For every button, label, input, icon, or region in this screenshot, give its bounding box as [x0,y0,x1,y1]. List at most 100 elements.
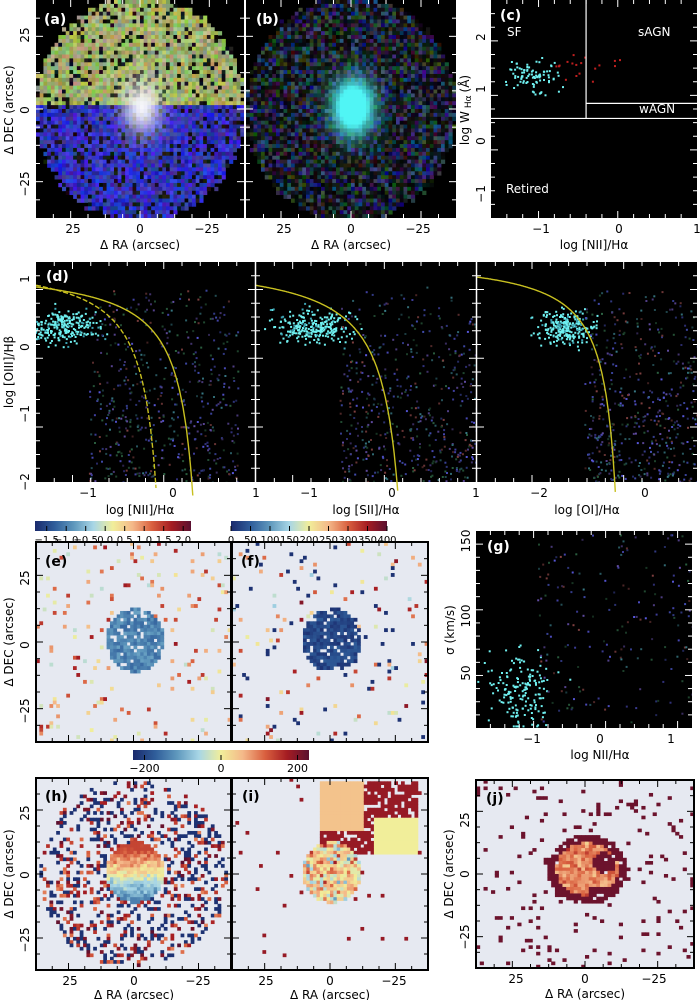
map-pixel [199,163,204,168]
map-pixel [381,73,386,79]
map-pixel [88,144,93,149]
map-pixel [140,167,145,172]
map-pixel [283,54,288,59]
map-pixel [125,93,130,98]
map-pixel [206,155,211,160]
map-pixel [343,66,348,71]
map-pixel [136,163,141,168]
map-pixel [313,97,318,102]
map-pixel [195,58,200,63]
map-pixel [339,85,344,90]
map-pixel [58,42,63,48]
map-pixel [339,214,344,218]
map-pixel [339,124,344,129]
map-pixel [80,35,85,40]
map-pixel [121,167,126,172]
map-pixel [399,70,404,75]
map-pixel [121,210,126,215]
map-pixel [99,198,104,203]
map-pixel [162,50,167,55]
map-pixel [336,206,341,211]
map-pixel [298,73,303,79]
map-pixel [199,27,204,32]
map-pixel [268,120,273,125]
map-pixel [99,186,104,192]
map-pixel [328,7,333,13]
map-pixel [143,73,148,79]
map-pixel [128,206,133,211]
map-pixel [283,50,288,55]
map-pixel [65,159,70,164]
map-pixel [169,89,174,94]
map-pixel [422,109,427,114]
map-pixel [143,77,148,83]
map-pixel [291,31,296,36]
map-pixel [91,147,96,153]
map-pixel [384,155,389,160]
map-pixel [426,144,431,149]
map-pixel [173,85,178,90]
map-pixel [321,182,326,188]
map-pixel [95,171,100,176]
map-pixel [39,93,44,98]
map-pixel [294,101,299,106]
map-pixel [91,31,96,36]
map-pixel [276,120,281,125]
map-pixel [69,155,74,160]
map-pixel [358,151,363,157]
map-pixel [143,206,148,211]
map-pixel [272,77,277,83]
map-pixel [62,101,67,106]
map-pixel [377,159,382,164]
map-pixel [128,15,133,20]
map-pixel [272,151,277,157]
map-pixel [199,89,204,94]
map-pixel [117,42,122,48]
map-pixel [221,151,226,157]
map-pixel [151,0,156,5]
map-pixel [140,7,145,13]
map-pixel [203,46,208,51]
map-pixel [321,35,326,40]
map-pixel [366,167,371,172]
map-pixel [336,54,341,59]
map-pixel [343,50,348,55]
map-pixel [279,144,284,149]
map-pixel [433,85,438,90]
map-pixel [162,171,167,176]
map-pixel [358,19,363,24]
map-pixel [403,58,408,63]
map-pixel [88,38,93,44]
map-pixel [214,179,219,184]
map-pixel [351,128,356,133]
map-pixel [283,167,288,172]
map-pixel [309,11,314,16]
map-pixel [195,190,200,196]
map-pixel [306,73,311,79]
map-pixel [384,151,389,157]
map-pixel [351,159,356,164]
map-pixel [195,140,200,145]
map-pixel [298,124,303,129]
map-pixel [321,62,326,67]
map-pixel [162,70,167,75]
map-pixel [169,23,174,28]
map-pixel [396,109,401,114]
map-pixel [381,93,386,98]
map-pixel [321,147,326,153]
map-pixel [132,23,137,28]
map-pixel [188,163,193,168]
map-pixel [80,93,85,98]
map-pixel [54,97,59,102]
map-pixel [132,109,137,114]
map-pixel [388,151,393,157]
map-pixel [143,101,148,106]
map-pixel [50,81,55,87]
map-pixel [253,73,258,79]
map-pixel [69,112,74,118]
map-pixel [321,54,326,59]
map-pixel [218,171,223,176]
map-pixel [418,101,423,106]
map-pixel [407,19,412,24]
map-pixel [418,97,423,102]
